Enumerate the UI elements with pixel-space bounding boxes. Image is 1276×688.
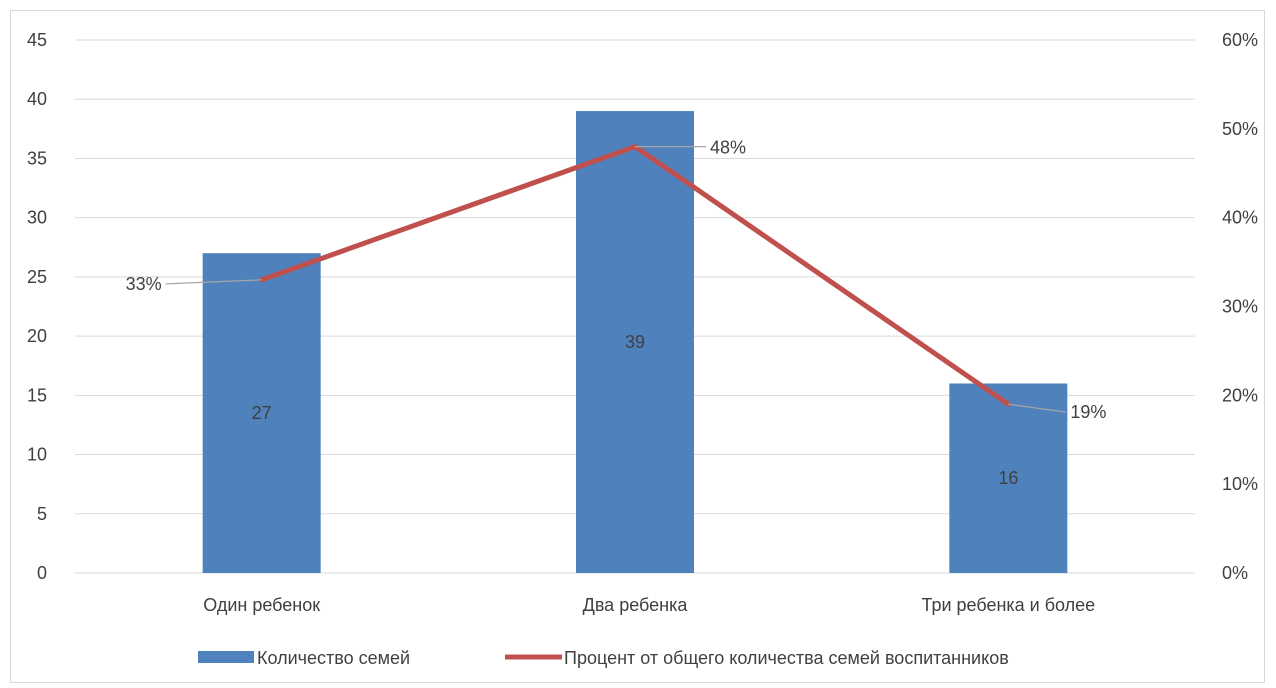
right-tick-label: 30% bbox=[1222, 297, 1258, 317]
left-tick-label: 45 bbox=[27, 30, 47, 50]
left-tick-label: 10 bbox=[27, 445, 47, 465]
left-tick-label: 25 bbox=[27, 267, 47, 287]
left-tick-label: 0 bbox=[37, 563, 47, 583]
left-tick-label: 20 bbox=[27, 326, 47, 346]
left-tick-label: 15 bbox=[27, 385, 47, 405]
left-tick-label: 40 bbox=[27, 89, 47, 109]
category-label: Два ребенка bbox=[583, 595, 689, 615]
right-tick-label: 20% bbox=[1222, 385, 1258, 405]
bar bbox=[202, 253, 321, 573]
legend-bar-swatch bbox=[198, 651, 254, 663]
category-axis-labels: Один ребенок Два ребенка Три ребенка и бол… bbox=[203, 595, 1095, 615]
legend-bar-label: Количество семей bbox=[257, 648, 410, 668]
right-tick-label: 10% bbox=[1222, 474, 1258, 494]
bar-data-label: 16 bbox=[998, 468, 1018, 488]
category-label: Один ребенок bbox=[203, 595, 320, 615]
line-data-labels: 33% 48% 19% bbox=[126, 138, 1107, 423]
left-tick-label: 30 bbox=[27, 208, 47, 228]
right-tick-label: 0% bbox=[1222, 563, 1248, 583]
left-tick-label: 5 bbox=[37, 504, 47, 524]
category-label: Три ребенка и более bbox=[921, 595, 1095, 615]
leader-line bbox=[165, 279, 262, 285]
bar bbox=[949, 383, 1068, 573]
left-axis-ticks: 0 5 10 15 20 25 30 35 40 45 bbox=[27, 30, 47, 583]
bar-data-label: 39 bbox=[625, 332, 645, 352]
right-tick-label: 50% bbox=[1222, 119, 1258, 139]
leader-line bbox=[1008, 403, 1067, 413]
left-tick-label: 35 bbox=[27, 148, 47, 168]
legend-line-label: Процент от общего количества семей воспи… bbox=[564, 648, 1009, 668]
bar bbox=[576, 111, 694, 574]
right-tick-label: 40% bbox=[1222, 208, 1258, 228]
right-tick-label: 60% bbox=[1222, 30, 1258, 50]
line-data-label: 33% bbox=[126, 274, 162, 294]
line-data-label: 19% bbox=[1070, 402, 1106, 422]
bar-data-labels: 27 39 16 bbox=[252, 332, 1019, 488]
right-axis-ticks: 0% 10% 20% 30% 40% 50% 60% bbox=[1222, 30, 1258, 583]
legend: Количество семей Процент от общего колич… bbox=[198, 648, 1009, 668]
bar-data-label: 27 bbox=[252, 403, 272, 423]
line-data-label: 48% bbox=[710, 138, 746, 158]
bar-series bbox=[202, 111, 1068, 574]
